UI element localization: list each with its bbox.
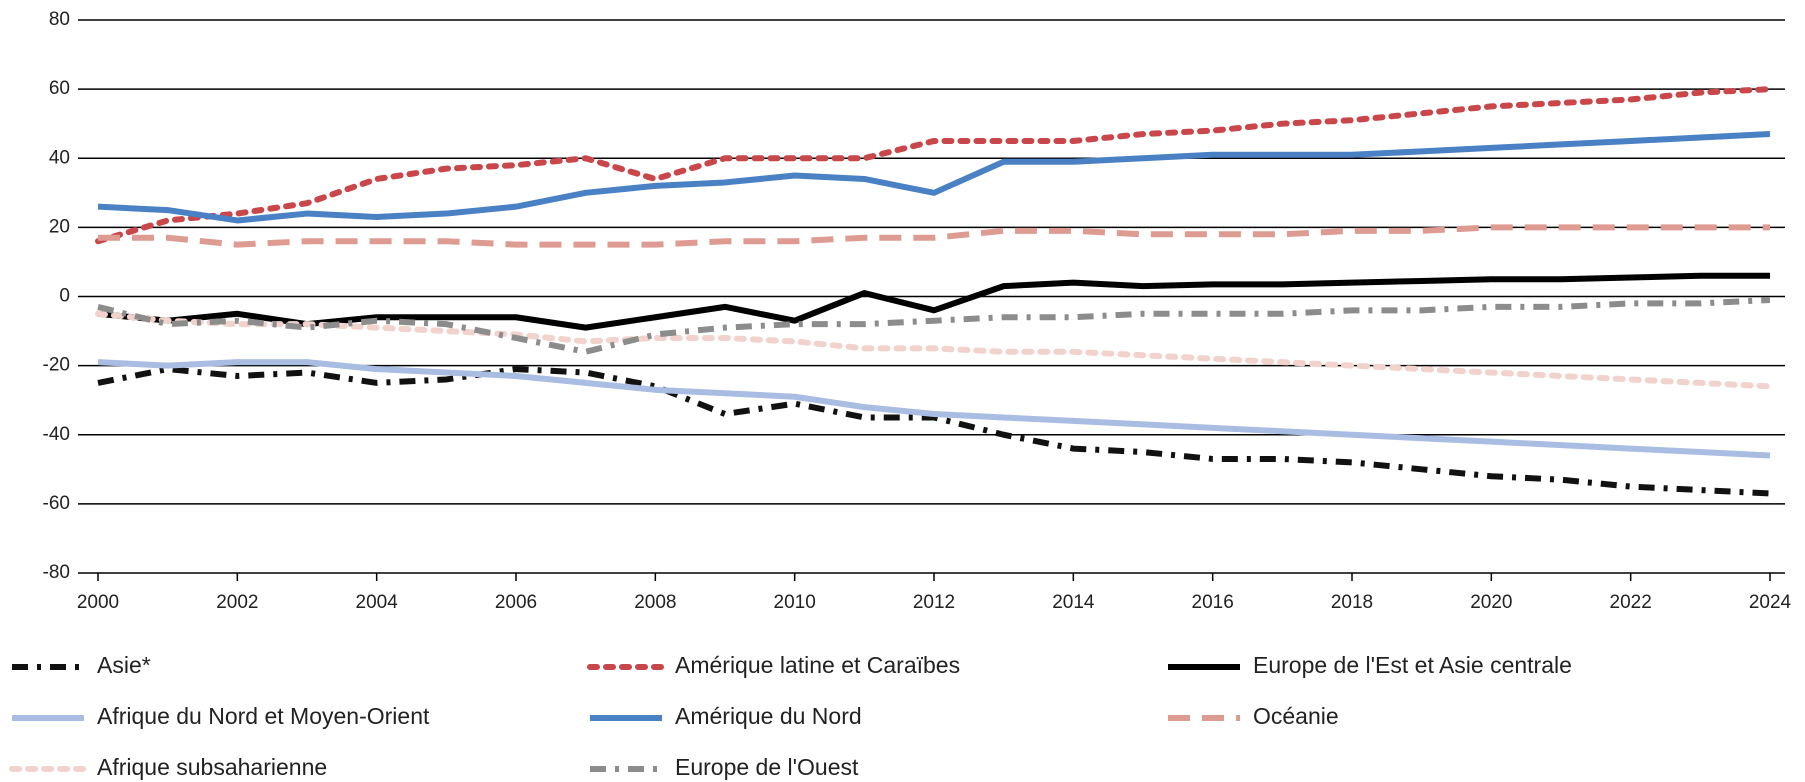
series-line [95,310,1773,390]
legend-label: Asie* [97,652,151,678]
y-tick-label: 60 [49,78,70,99]
legend-label: Amérique du Nord [675,703,862,729]
legend-label: Afrique du Nord et Moyen-Orient [97,703,430,729]
x-tick-label: 2000 [77,592,119,613]
y-tick-label: 20 [49,216,70,237]
series-line [97,296,1771,355]
x-tick-label: 2012 [913,592,955,613]
y-tick-label: 80 [49,9,70,30]
x-tick-label: 2004 [356,592,399,613]
series-line [97,272,1770,331]
x-tick-label: 2022 [1610,592,1652,613]
y-tick-label: -80 [43,562,70,583]
x-tick-label: 2020 [1470,592,1512,613]
x-tick-label: 2006 [495,592,537,613]
y-tick-label: -40 [43,424,70,445]
series-line [95,86,1773,245]
x-tick-label: 2002 [216,592,258,613]
y-tick-label: 40 [49,147,70,168]
y-tick-label: -20 [43,355,70,376]
x-tick-label: 2010 [774,592,816,613]
x-tick-label: 2016 [1192,592,1234,613]
x-tick-label: 2018 [1331,592,1373,613]
series-line [97,359,1771,459]
x-tick-label: 2014 [1052,592,1095,613]
y-tick-label: 0 [59,286,70,307]
legend-label: Afrique subsaharienne [97,754,327,780]
series-line [97,131,1771,224]
x-tick-label: 2008 [634,592,676,613]
y-tick-label: -60 [43,493,70,514]
legend-label: Amérique latine et Caraïbes [675,652,960,678]
legend-label: Europe de l'Est et Asie centrale [1253,652,1572,678]
legend-label: Europe de l'Ouest [675,754,859,780]
series-line [98,224,1770,248]
x-tick-label: 2024 [1749,592,1792,613]
series-line [97,366,1771,497]
legend-label: Océanie [1253,703,1339,729]
